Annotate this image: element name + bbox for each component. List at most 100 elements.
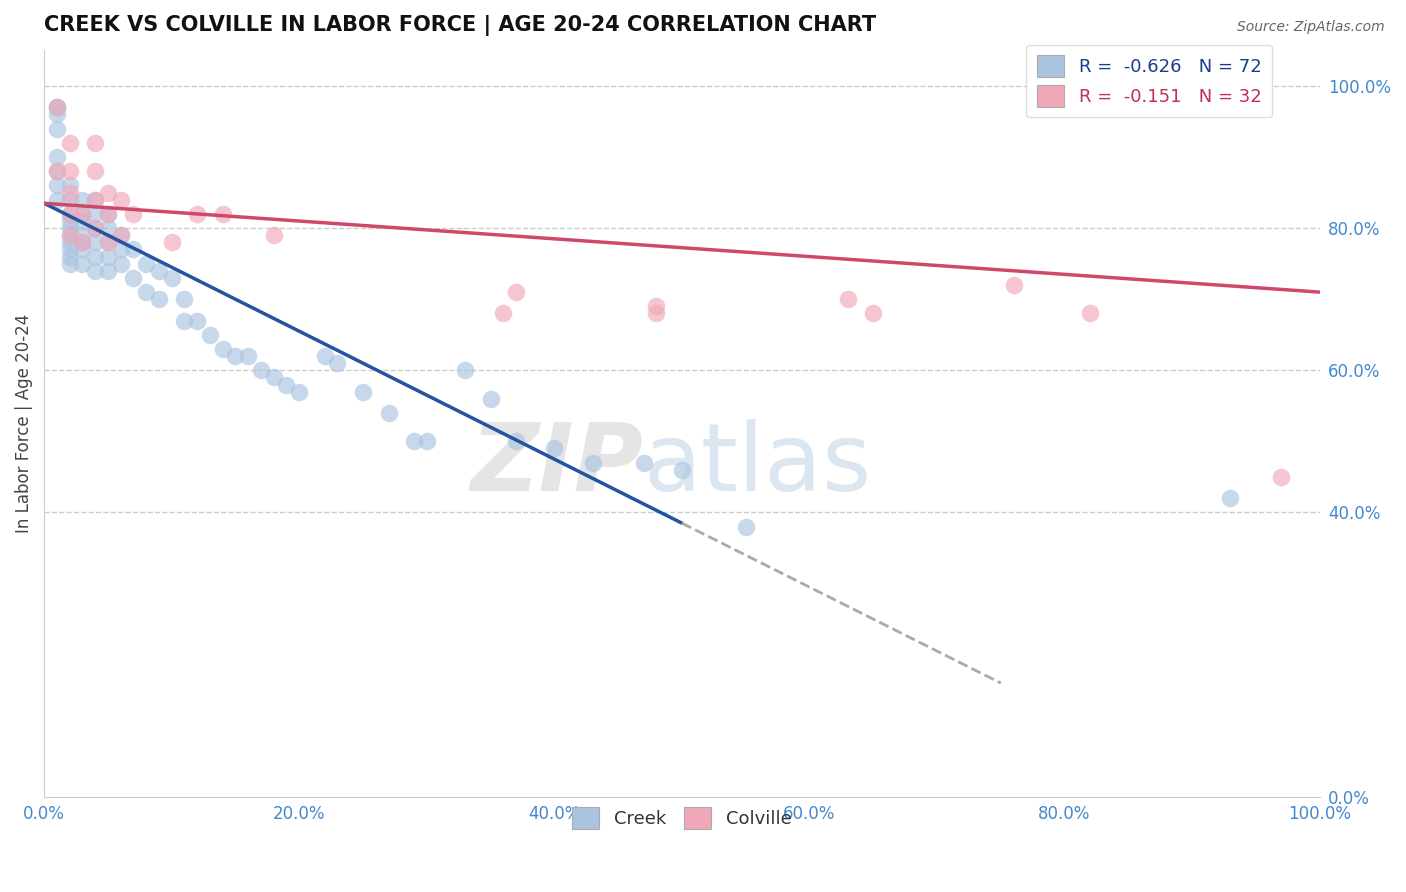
Point <box>211 207 233 221</box>
Point <box>45 150 67 164</box>
Text: Source: ZipAtlas.com: Source: ZipAtlas.com <box>1237 20 1385 34</box>
Point <box>581 456 603 470</box>
Point <box>110 228 132 243</box>
Point <box>479 392 502 406</box>
Point <box>110 228 132 243</box>
Point <box>59 193 82 207</box>
Point <box>84 193 107 207</box>
Point <box>97 207 120 221</box>
Point <box>97 235 120 250</box>
Point <box>862 306 884 320</box>
Point <box>59 243 82 257</box>
Point <box>59 214 82 228</box>
Point <box>122 243 145 257</box>
Point <box>72 235 94 250</box>
Point <box>402 434 425 449</box>
Point <box>97 264 120 278</box>
Point <box>148 292 170 306</box>
Point <box>633 456 655 470</box>
Point <box>97 186 120 200</box>
Point <box>97 221 120 235</box>
Point <box>45 100 67 114</box>
Text: ZIP: ZIP <box>471 418 644 510</box>
Point <box>72 257 94 271</box>
Point <box>97 207 120 221</box>
Point <box>160 235 183 250</box>
Y-axis label: In Labor Force | Age 20-24: In Labor Force | Age 20-24 <box>15 314 32 533</box>
Point <box>492 306 515 320</box>
Point <box>72 214 94 228</box>
Point <box>59 207 82 221</box>
Point <box>84 250 107 264</box>
Point <box>1002 278 1025 293</box>
Point <box>1219 491 1241 506</box>
Point <box>110 243 132 257</box>
Point <box>352 384 374 399</box>
Point <box>59 136 82 150</box>
Point <box>84 264 107 278</box>
Point <box>84 221 107 235</box>
Point <box>45 178 67 193</box>
Point <box>454 363 477 377</box>
Point <box>160 271 183 285</box>
Point <box>45 164 67 178</box>
Point <box>250 363 273 377</box>
Point <box>72 235 94 250</box>
Point <box>84 193 107 207</box>
Point <box>110 193 132 207</box>
Point <box>45 100 67 114</box>
Text: atlas: atlas <box>644 418 872 510</box>
Legend: Creek, Colville: Creek, Colville <box>565 800 799 837</box>
Point <box>84 136 107 150</box>
Point <box>173 292 195 306</box>
Point <box>288 384 311 399</box>
Point <box>314 349 336 363</box>
Point <box>122 271 145 285</box>
Point <box>59 257 82 271</box>
Point <box>59 221 82 235</box>
Point <box>72 193 94 207</box>
Point <box>84 235 107 250</box>
Point <box>122 207 145 221</box>
Point <box>148 264 170 278</box>
Point <box>72 207 94 221</box>
Point <box>59 228 82 243</box>
Point <box>186 313 208 327</box>
Point <box>59 250 82 264</box>
Point <box>110 257 132 271</box>
Point <box>1270 470 1292 484</box>
Point <box>543 442 565 456</box>
Point <box>173 313 195 327</box>
Point <box>72 228 94 243</box>
Point <box>263 228 285 243</box>
Point <box>84 164 107 178</box>
Point <box>671 463 693 477</box>
Point <box>238 349 260 363</box>
Point <box>198 327 221 342</box>
Text: CREEK VS COLVILLE IN LABOR FORCE | AGE 20-24 CORRELATION CHART: CREEK VS COLVILLE IN LABOR FORCE | AGE 2… <box>44 15 876 36</box>
Point <box>97 250 120 264</box>
Point <box>59 186 82 200</box>
Point <box>135 285 157 299</box>
Point <box>45 107 67 121</box>
Point <box>211 342 233 356</box>
Point <box>59 228 82 243</box>
Point <box>59 235 82 250</box>
Point <box>45 121 67 136</box>
Point <box>84 221 107 235</box>
Point <box>135 257 157 271</box>
Point <box>645 306 668 320</box>
Point <box>377 406 399 420</box>
Point <box>224 349 246 363</box>
Point <box>416 434 439 449</box>
Point <box>1078 306 1101 320</box>
Point <box>84 207 107 221</box>
Point <box>45 100 67 114</box>
Point <box>59 207 82 221</box>
Point <box>734 519 756 533</box>
Point <box>97 235 120 250</box>
Point <box>837 292 859 306</box>
Point <box>645 299 668 313</box>
Point <box>72 243 94 257</box>
Point <box>59 164 82 178</box>
